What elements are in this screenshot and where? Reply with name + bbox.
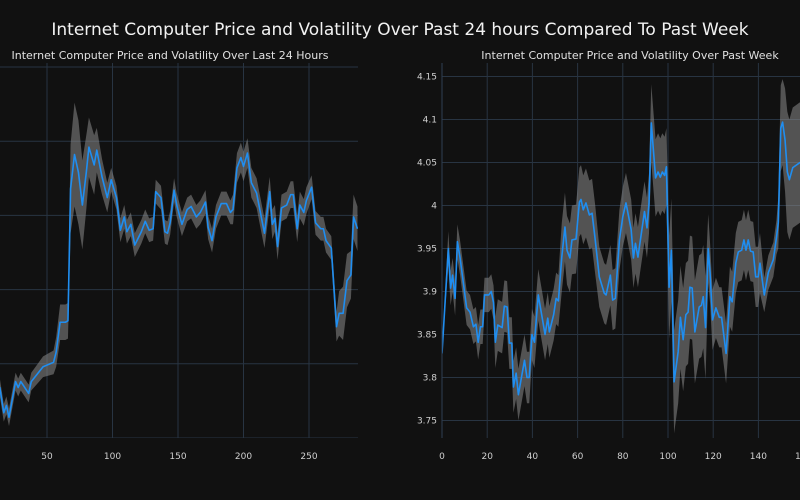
subplot-title: Internet Computer Price and Volatility O… (481, 49, 779, 62)
figure-title: Internet Computer Price and Volatility O… (51, 20, 749, 40)
y-tick-label: 4.1 (423, 116, 437, 126)
y-tick-label: 4 (431, 202, 437, 212)
x-tick-label: 140 (750, 452, 767, 462)
x-tick-label: 80 (617, 452, 629, 462)
y-tick-label: 3.75 (417, 417, 437, 427)
y-tick-label: 3.95 (417, 245, 437, 255)
x-tick-label: 100 (104, 452, 121, 462)
x-tick-label: 200 (235, 452, 252, 462)
x-tick-label: 20 (481, 452, 493, 462)
y-tick-label: 3.9 (423, 288, 438, 298)
y-tick-label: 4.15 (417, 73, 437, 83)
price-line (0, 146, 358, 419)
x-tick-label: 150 (169, 452, 186, 462)
volatility-band (0, 102, 358, 427)
y-tick-label: 4.05 (417, 159, 437, 169)
volatility-band (442, 79, 800, 434)
x-tick-label: 0 (439, 452, 445, 462)
x-tick-label: 120 (705, 452, 722, 462)
y-tick-label: 3.85 (417, 331, 437, 341)
x-tick-label: 60 (572, 452, 584, 462)
x-tick-label: 50 (41, 452, 53, 462)
x-tick-label: 100 (659, 452, 676, 462)
x-tick-label: 250 (300, 452, 317, 462)
y-tick-label: 3.8 (423, 374, 438, 384)
subplot-title: Internet Computer Price and Volatility O… (12, 49, 329, 62)
price-line (442, 121, 800, 396)
x-tick-label: 160 (795, 452, 800, 462)
x-tick-label: 40 (527, 452, 539, 462)
plot-area-1 (0, 63, 358, 438)
plot-area-2 (442, 63, 800, 438)
